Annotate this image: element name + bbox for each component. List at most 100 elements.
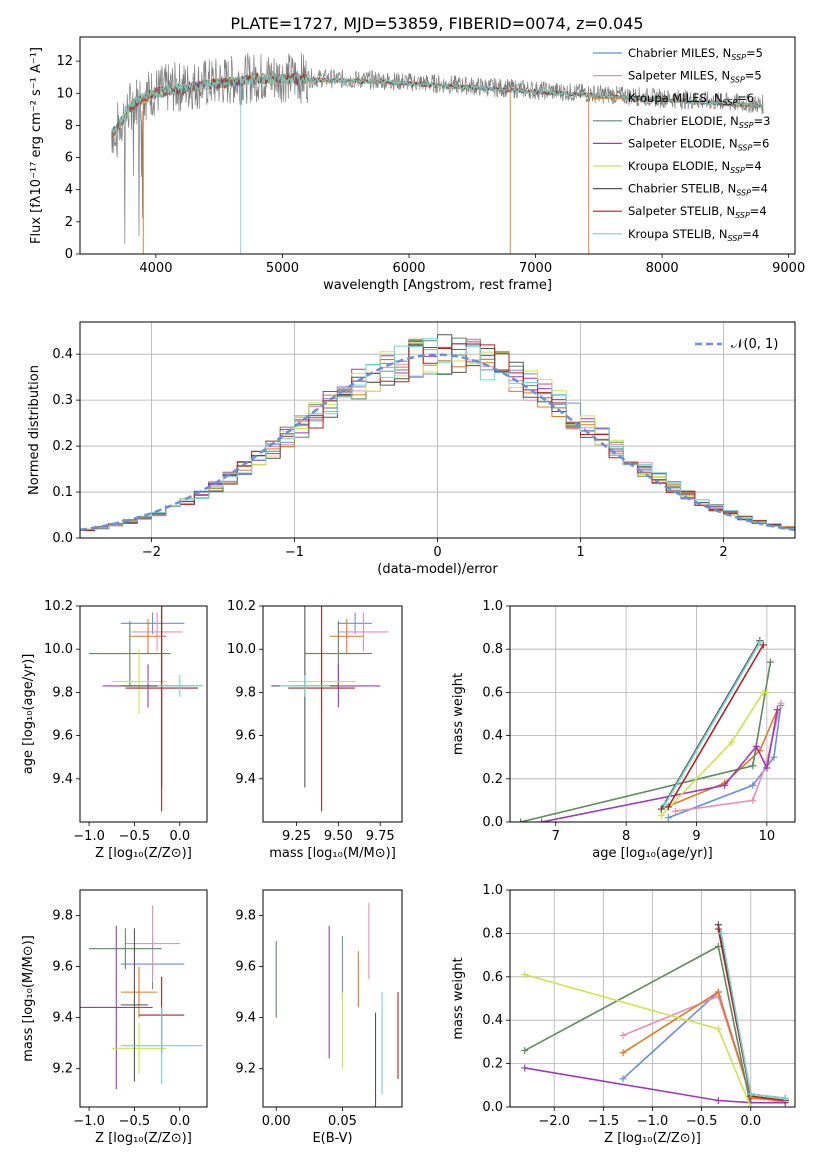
y-axis-label: mass [log₁₀(M/M⊙)] xyxy=(21,935,36,1062)
y-tick-label: 9.6 xyxy=(52,729,73,744)
plot-area xyxy=(517,637,785,822)
x-tick-label: 0 xyxy=(433,545,441,560)
y-tick-label: 9.8 xyxy=(52,685,73,700)
y-tick-label: 10.2 xyxy=(44,599,73,614)
y-tick-label: 10.0 xyxy=(44,642,73,657)
mass-weight-marker xyxy=(781,1094,789,1102)
y-tick-label: 0.4 xyxy=(482,729,503,744)
mass-weight-marker xyxy=(714,942,722,950)
axes-frame xyxy=(509,605,796,823)
y-tick-label: 0.0 xyxy=(482,1100,503,1115)
mass-weight-marker xyxy=(619,1075,627,1083)
mass-weight-marker xyxy=(717,929,725,937)
mass-weight-marker xyxy=(721,781,729,789)
y-tick-label: 0.8 xyxy=(482,642,503,657)
x-axis-label: mass [log₁₀(M/M⊙)] xyxy=(269,846,396,861)
legend-label: Salpeter MILES, N xyxy=(628,69,730,83)
mass-weight-marker xyxy=(759,641,767,649)
plot-area xyxy=(271,606,389,812)
legend-label: Chabrier MILES, N xyxy=(628,46,731,60)
mass-weight-line xyxy=(660,709,779,810)
mass-weight-line xyxy=(524,1067,786,1104)
mass-weight-marker xyxy=(770,753,778,761)
x-tick-label: −1.0 xyxy=(73,1114,105,1129)
mass-weight-marker xyxy=(749,762,757,770)
mass-weight-marker xyxy=(756,639,764,647)
x-axis-label: wavelength [Angstrom, rest frame] xyxy=(323,278,552,293)
x-tick-label: 0.0 xyxy=(740,1114,761,1129)
mass-weight-marker xyxy=(747,1103,755,1107)
legend-subscript: SSP xyxy=(735,211,750,220)
panel-age-vs-Z: −1.0 −0.5 0.0 9.4 9.6 9.8 10.0 10.2 Z [log₁₀(Z/Z… xyxy=(21,599,208,861)
y-tick-label: 12 xyxy=(56,54,73,69)
legend-suffix: =4 xyxy=(750,204,767,218)
y-tick-label: 0.4 xyxy=(52,347,73,362)
panel-spectrum: 4000 5000 6000 7000 8000 9000 0 2 4 6 8 10 12 wavelen… xyxy=(29,36,805,293)
mass-weight-line xyxy=(524,945,752,1107)
mass-weight-marker xyxy=(664,803,672,811)
y-tick-label: 9.8 xyxy=(235,685,256,700)
y-tick-label: 9.4 xyxy=(52,1011,73,1026)
mass-weight-marker xyxy=(714,1025,722,1033)
axes-frame xyxy=(79,889,208,1108)
y-tick-label: 4 xyxy=(65,183,73,198)
y-tick-label: 8 xyxy=(65,118,73,133)
y-axis-label: Normed distribution xyxy=(27,365,42,495)
panels: 4000 5000 6000 7000 8000 9000024681012wavelen… xyxy=(21,36,805,1146)
x-tick-label: 9.75 xyxy=(366,829,395,844)
y-tick-label: 10.2 xyxy=(227,599,256,614)
mass-weight-marker xyxy=(752,742,760,750)
legend-subscript: SSP xyxy=(739,121,754,130)
y-tick-label: 0.2 xyxy=(482,1057,503,1072)
x-tick-label: −0.5 xyxy=(119,1114,151,1129)
y-tick-label: 0.6 xyxy=(482,685,503,700)
plot-area xyxy=(80,905,203,1090)
x-axis-label: E(B-V) xyxy=(312,1131,352,1146)
plot-area xyxy=(275,902,399,1107)
mass-weight-marker xyxy=(619,1031,627,1039)
legend-suffix: =3 xyxy=(754,114,771,128)
legend-suffix: =4 xyxy=(751,182,768,196)
mass-weight-marker xyxy=(714,925,722,933)
legend-subscript: SSP xyxy=(730,166,745,175)
plot-area xyxy=(80,334,795,532)
mass-weight-marker xyxy=(777,699,785,707)
legend-suffix: =6 xyxy=(752,136,769,150)
y-tick-label: 0.4 xyxy=(482,1013,503,1028)
model-spectrum-line xyxy=(111,71,764,136)
mass-weight-marker xyxy=(747,1090,755,1098)
x-tick-label: −0.5 xyxy=(686,1114,718,1129)
mass-weight-marker xyxy=(657,812,665,820)
y-tick-label: 9.2 xyxy=(235,1062,256,1077)
x-tick-label: −0.5 xyxy=(119,829,151,844)
figure-title: PLATE=1727, MJD=53859, FIBERID=0074, z=0… xyxy=(230,14,643,33)
legend-entry: Salpeter MILES, NSSP=5 xyxy=(628,69,762,85)
x-tick-label: −1.5 xyxy=(588,1114,620,1129)
axes-frame xyxy=(262,889,403,1108)
x-axis-label: Z [log₁₀(Z/Z⊙)] xyxy=(95,846,192,861)
mass-weight-line xyxy=(717,924,786,1100)
legend-entry: Kroupa MILES, NSSP=6 xyxy=(628,91,754,107)
x-tick-label: 9.25 xyxy=(282,829,311,844)
panel-mass-vs-Z: −1.0 −0.5 0.0 9.2 9.4 9.6 9.8 Z [log₁₀(Z/Z⊙)] ma… xyxy=(21,889,208,1146)
legend-suffix: =5 xyxy=(745,69,762,83)
y-tick-label: 10.0 xyxy=(227,642,256,657)
plot-area xyxy=(89,606,203,812)
legend-label: Salpeter STELIB, N xyxy=(628,204,735,218)
panel-massweight-vs-Z: −2.0 −1.5 −1.0 −0.5 0.0 0.0 0.2 0.4 0.6 0.8 1.0 Z [… xyxy=(451,883,796,1146)
legend-entry: Chabrier STELIB, NSSP=4 xyxy=(628,182,768,198)
y-tick-label: 1.0 xyxy=(482,883,503,898)
y-tick-label: 9.4 xyxy=(52,772,73,787)
y-tick-label: 9.6 xyxy=(52,960,73,975)
x-tick-label: 0.0 xyxy=(169,1114,190,1129)
y-tick-label: 9.6 xyxy=(235,960,256,975)
x-tick-label: −1.0 xyxy=(73,829,105,844)
y-tick-label: 0.8 xyxy=(482,926,503,941)
mass-weight-marker xyxy=(517,818,525,822)
y-tick-label: 6 xyxy=(65,151,73,166)
mass-weight-marker xyxy=(763,764,771,772)
x-tick-label: 2 xyxy=(719,545,727,560)
panel-age-vs-mass: 9.25 9.50 9.75 9.4 9.6 9.8 10.0 10.2 mass [log₁₀… xyxy=(227,599,403,861)
y-tick-label: 0.0 xyxy=(52,531,73,546)
